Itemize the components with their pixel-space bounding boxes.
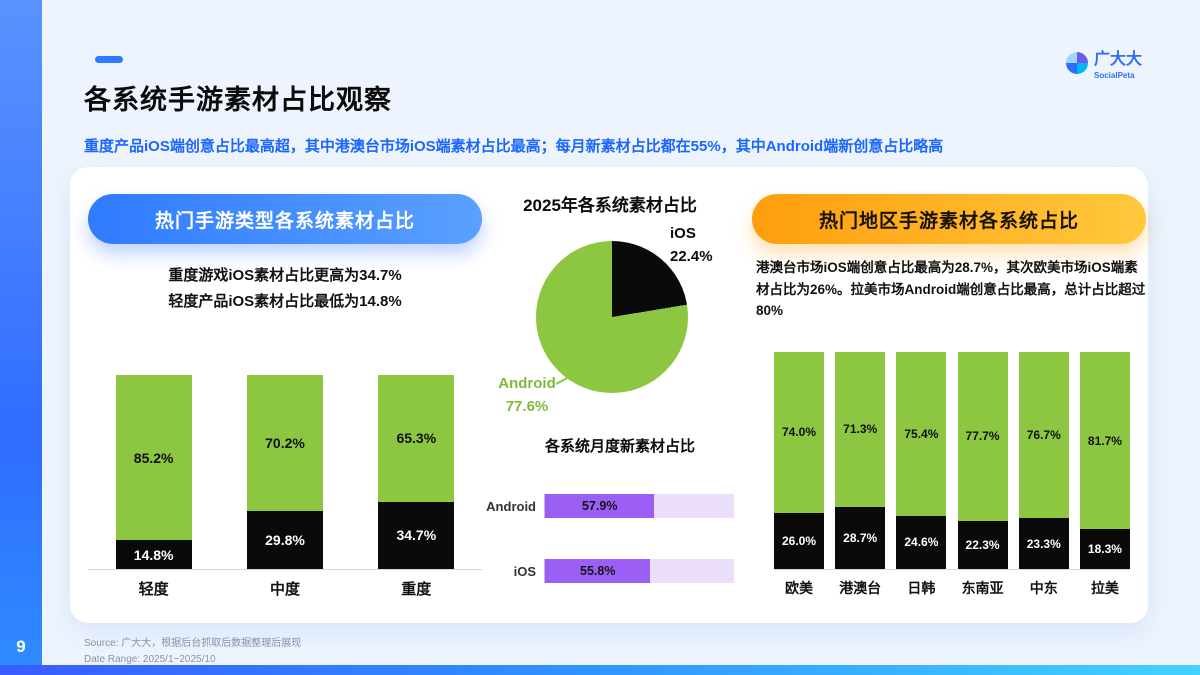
system-share-pie-chart	[536, 241, 688, 393]
ios-segment: 29.8%	[246, 511, 323, 569]
ios-segment: 14.8%	[115, 540, 192, 569]
stacked-bar: 71.3% 28.7%	[835, 352, 886, 569]
android-segment: 71.3%	[835, 352, 886, 507]
socialpeta-logo-icon	[1066, 52, 1088, 74]
left-accent-strip	[0, 0, 42, 675]
brand-name: 广大大	[1094, 51, 1143, 68]
category-label: 轻度	[138, 581, 169, 598]
stacked-bar: 65.3% 34.7%	[378, 375, 455, 569]
hbar-label: Android	[486, 498, 536, 514]
category-label: 日韩	[907, 580, 936, 596]
bottom-accent-bar	[0, 665, 1200, 675]
hbar-track: 55.8%	[544, 559, 734, 583]
pie-chart-title: 2025年各系统素材占比	[523, 196, 697, 215]
category-label: 东南亚	[961, 580, 1004, 596]
region-stacked-chart: 74.0% 26.0% 71.3% 28.7% 75.4% 24.6% 77.7% 22.3%…	[774, 352, 1130, 598]
stacked-bar: 74.0% 26.0%	[774, 352, 824, 569]
ios-segment: 34.7%	[378, 501, 455, 569]
stacked-bar: 70.2% 29.8%	[246, 375, 323, 569]
hbar-row: Android 57.9%	[478, 494, 734, 518]
ios-segment: 26.0%	[774, 512, 824, 569]
category-label: 中度	[269, 581, 300, 598]
stacked-bar: 76.7% 23.3%	[1018, 352, 1069, 569]
stacked-bar: 77.7% 22.3%	[957, 352, 1008, 569]
ios-segment: 18.3%	[1079, 529, 1130, 569]
brand-logo: 广大大 SocialPeta	[1066, 52, 1142, 80]
ios-segment: 22.3%	[957, 520, 1008, 569]
hbar-track: 57.9%	[544, 494, 734, 518]
bars-row: 74.0% 26.0% 71.3% 28.7% 75.4% 24.6% 77.7% 22.3%…	[774, 352, 1130, 570]
category-label: 中东	[1029, 580, 1058, 596]
brand-text: 广大大 SocialPeta	[1094, 51, 1143, 81]
page-number: 9	[16, 637, 26, 656]
hbar-label: iOS	[513, 563, 536, 579]
page-title: 各系统手游素材占比观察	[84, 85, 392, 115]
android-segment: 75.4%	[896, 352, 947, 516]
pie-label-ios-name: iOS	[670, 225, 696, 242]
game-type-stacked-chart: 85.2% 14.8% 70.2% 29.8% 65.3% 34.7% 轻度 中度 重度	[88, 375, 482, 599]
date-range-line: Date Range: 2025/1~2025/10	[84, 653, 216, 665]
pie-label-ios: iOS 22.4%	[670, 223, 713, 268]
game-type-note: 重度游戏iOS素材占比更高为34.7% 轻度产品iOS素材占比最低为14.8%	[88, 263, 482, 316]
hbar-row: iOS 55.8%	[478, 559, 734, 583]
stacked-bar: 81.7% 18.3%	[1079, 352, 1130, 569]
source-line: Source: 广大大，根据后台抓取后数据整理后展现	[84, 638, 302, 649]
android-segment: 70.2%	[246, 375, 323, 512]
content-card: 热门手游类型各系统素材占比 重度游戏iOS素材占比更高为34.7% 轻度产品iO…	[70, 167, 1148, 623]
stacked-bar: 85.2% 14.8%	[115, 375, 192, 569]
ios-segment: 23.3%	[1018, 518, 1069, 569]
monthly-new-material-chart: Android 57.9% iOS 55.8%	[478, 494, 734, 624]
title-accent-dash	[95, 56, 123, 63]
hbar-chart-title: 各系统月度新素材占比	[544, 438, 695, 455]
bars-row: 85.2% 14.8% 70.2% 29.8% 65.3% 34.7%	[88, 375, 482, 570]
stacked-bar: 75.4% 24.6%	[896, 352, 947, 569]
pie-label-android-value: 77.6%	[505, 397, 549, 415]
ios-segment: 24.6%	[896, 515, 947, 569]
hbar-fill: 57.9%	[545, 494, 655, 518]
android-segment: 85.2%	[115, 375, 192, 541]
category-label: 重度	[401, 581, 432, 598]
note-line-2: 轻度产品iOS素材占比最低为14.8%	[168, 293, 402, 311]
android-segment: 81.7%	[1079, 352, 1130, 530]
android-segment: 77.7%	[957, 352, 1008, 521]
category-label: 拉美	[1090, 580, 1119, 596]
game-type-badge: 热门手游类型各系统素材占比	[88, 194, 482, 244]
android-segment: 65.3%	[378, 375, 455, 502]
brand-subname: SocialPeta	[1094, 71, 1135, 80]
note-line-1: 重度游戏iOS素材占比更高为34.7%	[168, 267, 402, 284]
hbar-fill: 55.8%	[545, 559, 651, 583]
region-note: 港澳台市场iOS端创意占比最高为28.7%，其次欧美市场iOS端素材占比为26%…	[756, 260, 1146, 319]
pie-label-android-name: Android	[498, 375, 556, 392]
android-segment: 76.7%	[1018, 352, 1069, 519]
region-badge: 热门地区手游素材各系统占比	[752, 194, 1146, 244]
source-note: Source: 广大大，根据后台抓取后数据整理后展现 Date Range: 2…	[84, 636, 301, 667]
category-labels: 欧美 港澳台 日韩 东南亚 中东 拉美	[774, 578, 1130, 598]
category-label: 欧美	[785, 580, 813, 596]
category-label: 港澳台	[839, 580, 882, 596]
ios-segment: 28.7%	[835, 506, 886, 569]
android-segment: 74.0%	[774, 352, 824, 513]
category-labels: 轻度 中度 重度	[88, 578, 482, 599]
pie-label-ios-value: 22.4%	[670, 247, 713, 265]
pie-label-android: Android 77.6%	[484, 373, 570, 418]
page-subtitle: 重度产品iOS端创意占比最高超，其中港澳台市场iOS端素材占比最高；每月新素材占…	[84, 138, 944, 155]
